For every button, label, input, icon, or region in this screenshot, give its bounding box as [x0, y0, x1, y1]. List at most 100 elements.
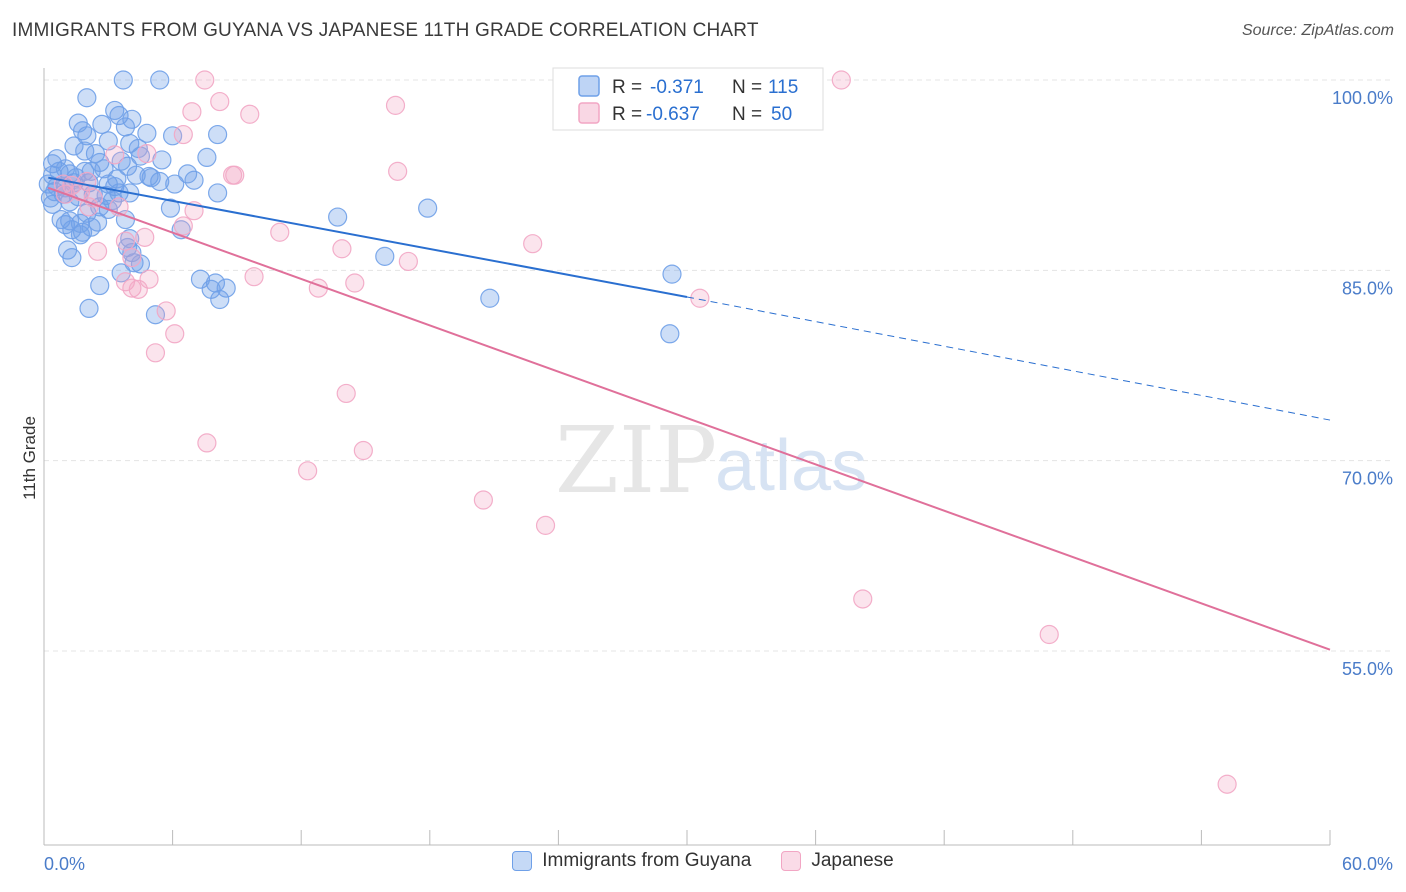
point-japanese-43	[473, 490, 493, 510]
point-japanese-44	[535, 515, 556, 535]
point-guyana-66	[111, 263, 131, 283]
point-japanese-23	[523, 234, 543, 254]
point-japanese-25	[398, 251, 418, 272]
point-japanese-0	[831, 70, 851, 90]
point-guyana-49	[160, 198, 181, 218]
legend-n-value-japanese: 50	[771, 104, 792, 125]
legend-label-japanese: Japanese	[811, 850, 894, 871]
point-guyana-90	[178, 164, 198, 184]
point-japanese-10	[223, 165, 243, 185]
point-japanese-24	[332, 239, 352, 259]
point-guyana-8	[115, 117, 136, 137]
point-guyana-77	[660, 324, 680, 344]
point-japanese-27	[122, 248, 142, 268]
legend-item-guyana: Immigrants from Guyana	[512, 850, 751, 872]
legend-label-guyana: Immigrants from Guyana	[542, 850, 752, 871]
point-japanese-49	[77, 171, 97, 192]
point-japanese-1	[195, 70, 215, 90]
point-guyana-13	[208, 124, 228, 145]
point-guyana-51	[328, 207, 348, 227]
point-guyana-16	[64, 136, 84, 156]
point-guyana-92	[75, 141, 95, 161]
point-japanese-20	[270, 222, 290, 242]
point-guyana-4	[109, 105, 129, 126]
point-guyana-20	[197, 147, 217, 168]
data-points	[38, 70, 1237, 794]
legend-swatch-guyana	[578, 75, 600, 97]
point-guyana-10	[77, 126, 97, 146]
point-guyana-63	[62, 248, 82, 268]
point-japanese-11	[388, 161, 408, 181]
legend-bottom: Immigrants from Guyana Japanese	[0, 850, 1406, 872]
point-japanese-45	[853, 589, 873, 609]
legend-n-label-japanese: N =	[732, 104, 762, 125]
point-japanese-7	[105, 145, 125, 165]
point-japanese-33	[122, 278, 142, 298]
trend-line-japanese	[47, 186, 1331, 651]
point-japanese-42	[298, 461, 318, 481]
point-guyana-38	[165, 174, 185, 194]
legend-swatch-japanese	[578, 102, 600, 124]
point-japanese-5	[240, 104, 260, 124]
point-japanese-35	[690, 288, 710, 308]
point-japanese-21	[135, 227, 155, 247]
chart-title: IMMIGRANTS FROM GUYANA VS JAPANESE 11TH …	[12, 20, 759, 41]
point-guyana-91	[107, 169, 127, 189]
point-japanese-41	[353, 440, 373, 461]
point-guyana-95	[42, 194, 63, 214]
trend-line-guyana	[48, 176, 688, 298]
point-japanese-4	[182, 102, 202, 122]
grid-lines	[44, 79, 1392, 652]
point-guyana-7	[92, 114, 112, 135]
point-guyana-93	[90, 152, 110, 173]
legend-r-value-japanese: -0.637	[646, 104, 700, 125]
point-guyana-87	[51, 209, 71, 230]
point-guyana-65	[375, 246, 395, 266]
watermark-atlas: atlas	[715, 426, 867, 506]
point-guyana-73	[79, 298, 99, 318]
source-label: Source: ZipAtlas.com	[1241, 22, 1394, 39]
point-japanese-8	[137, 143, 157, 164]
point-guyana-75	[662, 264, 682, 284]
point-japanese-36	[156, 301, 176, 321]
point-guyana-14	[98, 131, 118, 151]
legend-box: R = -0.371 N = 115 R = -0.637 N = 50	[552, 67, 824, 131]
trend-line-guyana-extension	[686, 296, 1331, 421]
point-japanese-46	[1039, 624, 1059, 645]
point-japanese-37	[165, 324, 185, 344]
point-guyana-11	[137, 123, 157, 143]
x-tick-label-min: 0.0%	[44, 854, 85, 874]
point-japanese-34	[128, 279, 148, 299]
legend-bottom-swatch-japanese	[781, 851, 802, 871]
legend-n-label-guyana: N =	[732, 77, 762, 98]
point-japanese-31	[345, 273, 365, 293]
point-guyana-97	[70, 225, 91, 245]
y-tick-label-2: 70.0%	[1342, 469, 1393, 489]
point-japanese-28	[244, 267, 264, 287]
point-guyana-76	[480, 288, 500, 308]
point-guyana-72	[210, 289, 230, 310]
point-guyana-5	[122, 109, 142, 129]
point-japanese-26	[87, 241, 108, 261]
y-tick-label-3: 55.0%	[1342, 659, 1393, 679]
point-japanese-47	[1217, 774, 1237, 794]
legend-n-value-guyana: 115	[768, 77, 798, 98]
legend-r-label-guyana: R =	[612, 77, 642, 98]
point-guyana-88	[87, 212, 108, 232]
trend-lines	[47, 176, 1331, 651]
legend-r-label-japanese: R =	[612, 104, 642, 125]
y-tick-label-1: 85.0%	[1342, 278, 1393, 298]
legend-bottom-swatch-guyana	[512, 851, 533, 871]
y-tick-labels: 100.0% 85.0% 70.0% 55.0%	[1332, 88, 1393, 679]
point-guyana-70	[90, 275, 110, 296]
point-japanese-22	[115, 231, 136, 251]
watermark-zip: ZIP	[555, 407, 717, 514]
point-guyana-1	[150, 70, 170, 90]
axes	[43, 68, 1331, 846]
point-japanese-3	[385, 95, 406, 115]
point-guyana-44	[208, 183, 228, 203]
point-guyana-2	[77, 88, 97, 108]
point-japanese-17	[79, 197, 99, 217]
point-japanese-2	[210, 91, 230, 112]
